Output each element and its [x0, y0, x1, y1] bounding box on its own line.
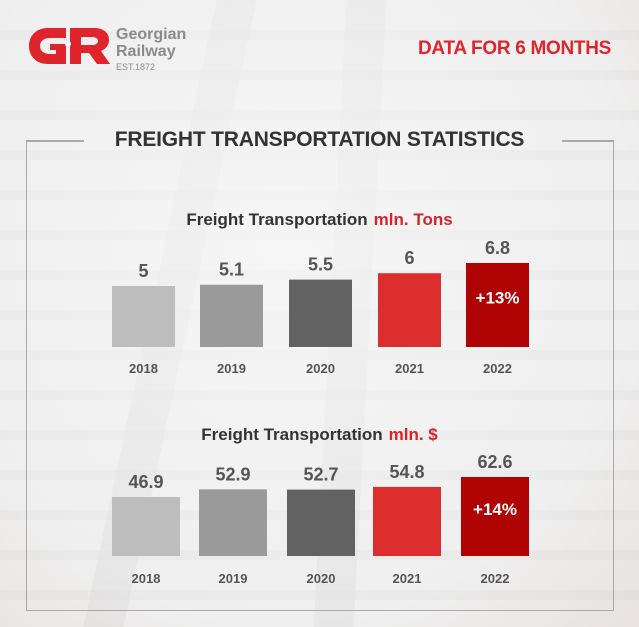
page-title: FREIGHT TRANSPORTATION STATISTICS — [114, 128, 525, 151]
chart-2-bar-2022 — [461, 477, 529, 556]
chart-2-title: Freight Transportation mln. $ — [0, 425, 639, 445]
brand-name: Georgian Railway EST.1872 — [116, 26, 186, 73]
chart-2-title-text: Freight Transportation — [201, 425, 383, 444]
chart-2-bar-2021 — [373, 486, 441, 556]
chart-2-category-label: 2021 — [393, 571, 422, 586]
chart-1-category-label: 2020 — [306, 361, 335, 376]
chart-1-bar-2018 — [112, 286, 175, 347]
chart-1-bar-2022 — [466, 263, 529, 347]
georgian-railway-logo — [26, 24, 112, 73]
chart-1-value-label: 6 — [404, 248, 414, 268]
chart-2-value-label: 52.7 — [303, 465, 338, 485]
chart-2-value-label: 54.8 — [389, 462, 424, 482]
chart-1-title-text: Freight Transportation — [186, 210, 368, 229]
period-label: DATA FOR 6 MONTHS — [418, 38, 611, 59]
chart-2-bar-2020 — [287, 489, 355, 556]
chart-2-unit: mln. $ — [388, 425, 438, 444]
chart-1-unit: mln. Tons — [373, 210, 453, 229]
chart-2-bar-2018 — [112, 497, 180, 556]
chart-1-growth-annotation: +13% — [476, 288, 520, 307]
chart-2-category-label: 2020 — [307, 571, 336, 586]
chart-2-bar-2019 — [199, 489, 267, 556]
chart-1-bar-2019 — [200, 284, 263, 347]
frame-top-left-line — [26, 140, 84, 142]
chart-2-value-label: 62.6 — [477, 452, 512, 472]
content-frame — [26, 140, 614, 611]
chart-1-category-label: 2022 — [483, 361, 512, 376]
brand-name-line2: Railway — [116, 43, 176, 60]
chart-2-value-label: 46.9 — [128, 472, 163, 492]
gr-logo-mark — [29, 28, 110, 64]
chart-1-category-label: 2019 — [217, 361, 246, 376]
chart-1-value-label: 6.8 — [485, 238, 510, 258]
chart-2-category-label: 2022 — [481, 571, 510, 586]
chart-1-bar-2020 — [289, 279, 352, 347]
chart-1-value-label: 5 — [138, 261, 148, 281]
chart-1-category-label: 2021 — [395, 361, 424, 376]
chart-1-bar-2021 — [378, 273, 441, 347]
chart-2-category-label: 2018 — [132, 571, 161, 586]
chart-2-growth-annotation: +14% — [473, 500, 517, 519]
chart-2-value-label: 52.9 — [215, 464, 250, 484]
brand-established: EST.1872 — [116, 62, 156, 72]
brand-name-line1: Georgian — [116, 26, 187, 43]
chart-1-category-label: 2018 — [129, 361, 158, 376]
frame-top-right-line — [562, 140, 613, 142]
chart-1-value-label: 5.1 — [219, 260, 244, 280]
chart-1-title: Freight Transportation mln. Tons — [0, 210, 639, 230]
chart-1-value-label: 5.5 — [308, 255, 333, 275]
chart-2-category-label: 2019 — [219, 571, 248, 586]
